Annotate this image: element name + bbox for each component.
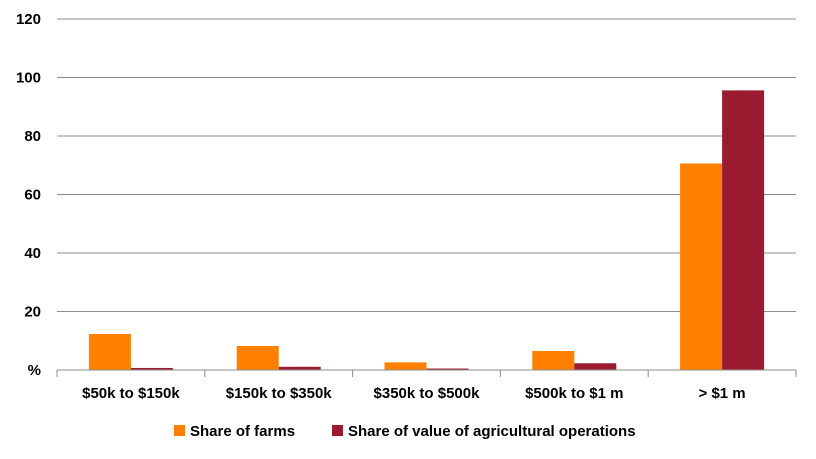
gridlines	[57, 18, 796, 312]
axes	[56, 369, 797, 377]
y-tick-label: 60	[24, 187, 41, 204]
x-tick-label: > $1 m	[699, 385, 746, 402]
legend: Share of farms Share of value of agricult…	[174, 423, 636, 440]
y-tick-label: 120	[16, 11, 41, 28]
x-tick-label: $350k to $500k	[374, 385, 481, 402]
y-tick-label: %	[28, 362, 41, 379]
bar	[236, 346, 279, 370]
bars	[88, 90, 765, 371]
y-axis-tick-labels: % 20 40 60 80 100 120	[16, 11, 41, 379]
y-tick-label: 80	[24, 128, 41, 145]
x-tick-label: $150k to $350k	[226, 385, 333, 402]
y-tick-label: 100	[16, 70, 41, 87]
bar	[574, 363, 617, 370]
legend-swatch	[174, 425, 185, 436]
bar	[426, 368, 469, 370]
legend-label: Share of farms	[190, 423, 295, 440]
bar	[722, 90, 765, 371]
x-tick-label: $500k to $1 m	[525, 385, 623, 402]
bar	[680, 163, 723, 370]
legend-swatch	[332, 425, 343, 436]
bar	[532, 350, 575, 370]
legend-label: Share of value of agricultural operation…	[348, 423, 636, 440]
bar	[384, 362, 427, 370]
y-tick-label: 40	[24, 245, 41, 262]
bar	[278, 366, 321, 370]
y-tick-label: 20	[24, 304, 41, 321]
x-axis-tick-labels: $50k to $150k $150k to $350k $350k to $500…	[82, 385, 746, 402]
bar	[88, 334, 131, 370]
bar	[130, 367, 173, 370]
x-tick-label: $50k to $150k	[82, 385, 180, 402]
